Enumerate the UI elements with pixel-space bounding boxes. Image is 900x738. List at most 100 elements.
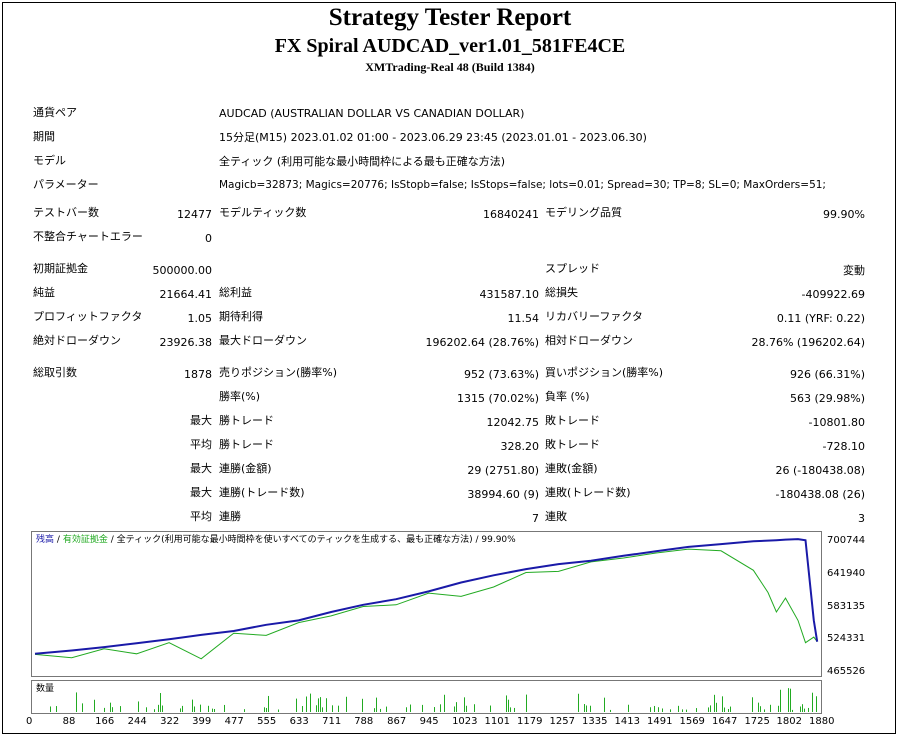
volume-bar xyxy=(590,705,591,712)
volume-bar xyxy=(812,692,813,712)
max-drawdown-label: 最大ドローダウン xyxy=(219,334,307,347)
spread-label: スプレッド xyxy=(545,262,600,275)
volume-bar xyxy=(804,708,805,712)
volume-bar xyxy=(266,707,267,712)
max-cons-losses-value: 26 (-180438.08) xyxy=(775,464,865,477)
short-positions-label: 売りポジション(勝率%) xyxy=(219,366,338,379)
profit-factor-label: プロフィットファクタ xyxy=(33,310,143,323)
server-build: XMTrading-Real 48 (Build 1384) xyxy=(365,60,535,74)
x-tick-label: 88 xyxy=(62,716,76,727)
total-trades-label: 総取引数 xyxy=(33,366,77,379)
volume-bar xyxy=(208,705,209,712)
volume-bar xyxy=(120,706,121,712)
volume-bar xyxy=(510,707,511,712)
volume-bar xyxy=(724,707,725,712)
volume-bar xyxy=(146,707,147,712)
y-tick-label: 583135 xyxy=(827,600,866,612)
volume-bar xyxy=(76,692,77,712)
volume-bar xyxy=(410,704,411,712)
avg-cons-wins-value: 7 xyxy=(532,512,539,525)
net-profit-label: 純益 xyxy=(33,286,55,299)
volume-bar xyxy=(456,702,457,712)
volume-bar xyxy=(508,699,509,712)
volume-bar xyxy=(662,708,663,712)
volume-bar xyxy=(338,705,339,712)
mismatch-value: 0 xyxy=(205,232,212,245)
x-tick-label: 244 xyxy=(127,716,147,727)
long-positions-value: 926 (66.31%) xyxy=(789,368,865,381)
x-tick-label: 711 xyxy=(322,716,342,727)
abs-drawdown-label: 絶対ドローダウン xyxy=(33,334,121,347)
volume-bar xyxy=(316,705,317,712)
volume-bar xyxy=(200,704,201,712)
volume-bar xyxy=(112,707,113,712)
legend-sep-3: / xyxy=(475,535,479,545)
x-tick-label: 477 xyxy=(224,716,244,727)
volume-bar xyxy=(578,693,579,712)
gross-loss-value: -409922.69 xyxy=(801,288,865,301)
volume-bar xyxy=(454,706,455,712)
model-label: モデル xyxy=(33,154,66,167)
recovery-factor-value: 0.11 (YRF: 0.22) xyxy=(776,312,865,325)
profit-factor-value: 1.05 xyxy=(187,312,213,325)
quality-value: 99.90% xyxy=(823,208,865,221)
report-title: Strategy Tester Report xyxy=(328,4,572,31)
x-tick-label: 1101 xyxy=(484,716,510,727)
volume-bar xyxy=(332,705,333,712)
volume-bar xyxy=(790,688,791,712)
volume-bar xyxy=(302,706,303,712)
volume-bar xyxy=(710,705,711,712)
volume-bar xyxy=(490,705,491,712)
volume-bar xyxy=(374,708,375,712)
volume-bar xyxy=(278,709,279,712)
volume-bar xyxy=(654,705,655,712)
chart-legend: 残高 / 有効証拠金 / 全ティック(利用可能な最小時間枠を使いすべてのティック… xyxy=(36,534,516,547)
x-tick-label: 788 xyxy=(354,716,374,727)
volume-bar xyxy=(628,704,629,712)
volume-chart-svg xyxy=(50,688,817,712)
max-word-3: 最大 xyxy=(190,486,212,499)
expert-name: FX Spiral AUDCAD_ver1.01_581FE4CE xyxy=(274,35,626,57)
params-label: パラメーター xyxy=(33,178,99,191)
volume-bar xyxy=(610,709,611,712)
volume-bar xyxy=(584,704,585,712)
y-tick-label: 524331 xyxy=(827,633,866,645)
rel-drawdown-label: 相対ドローダウン xyxy=(545,334,633,347)
volume-bar xyxy=(752,697,753,712)
volume-bar xyxy=(82,703,83,712)
ticks-label: モデルティック数 xyxy=(219,206,307,219)
x-tick-label: 1725 xyxy=(744,716,770,727)
spread-value: 変動 xyxy=(843,264,865,277)
largest-win-label: 勝トレード xyxy=(219,414,274,427)
volume-bar xyxy=(586,705,587,712)
period-label: 期間 xyxy=(33,130,55,143)
max-drawdown-value: 196202.64 (28.76%) xyxy=(425,336,539,349)
abs-drawdown-value: 23926.38 xyxy=(159,336,213,349)
volume-bar xyxy=(678,705,679,712)
gross-profit-value: 431587.10 xyxy=(479,288,540,301)
max-cons-losses-label: 連敗(金額) xyxy=(545,462,598,475)
volume-bar xyxy=(296,698,297,712)
max-word-2: 最大 xyxy=(190,462,212,475)
period-value: 15分足(M15) 2023.01.02 01:00 - 2023.06.29 … xyxy=(219,131,647,144)
volume-bar xyxy=(160,693,161,712)
x-tick-label: 1179 xyxy=(517,716,543,727)
avg-win-value: 328.20 xyxy=(500,440,540,453)
volume-label: 数量 xyxy=(36,684,55,694)
volume-bar xyxy=(346,696,347,712)
volume-bar xyxy=(670,709,671,712)
x-tick-label: 555 xyxy=(257,716,277,727)
ticks-value: 16840241 xyxy=(483,208,539,221)
max-cons-profit-label: 連勝(トレード数) xyxy=(219,486,305,499)
largest-loss-value: -10801.80 xyxy=(808,416,865,429)
volume-bar xyxy=(464,697,465,712)
volume-bar xyxy=(714,694,715,712)
volume-bar xyxy=(362,698,363,712)
gross-loss-label: 総損失 xyxy=(545,286,578,299)
expected-payoff-value: 11.54 xyxy=(507,312,540,325)
avg-word: 平均 xyxy=(190,438,212,451)
loss-rate-value: 563 (29.98%) xyxy=(789,392,865,405)
volume-bar xyxy=(110,702,111,712)
volume-bar xyxy=(224,704,225,712)
